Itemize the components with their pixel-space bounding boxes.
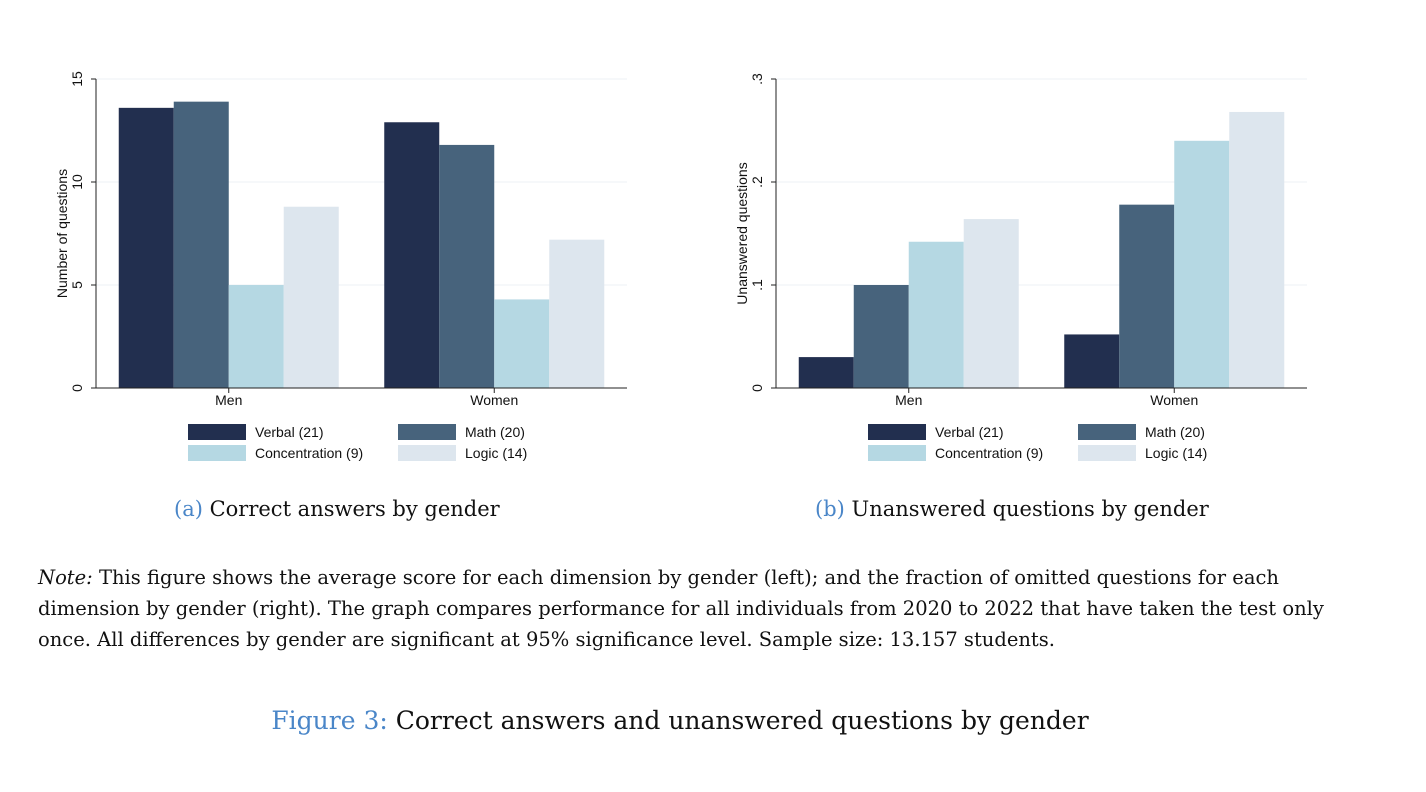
subcaption-b-label: (b) [815, 497, 845, 521]
chart-a-svg: 0 5 10 15 Number of questions Men Women Verbal … [54, 71, 627, 461]
figure-caption-text: Correct answers and unanswered questions… [395, 706, 1089, 735]
legend-label: Concentration (9) [935, 445, 1043, 461]
y-tick-label: .3 [749, 73, 765, 85]
legend-swatch [398, 424, 456, 440]
legend-label: Verbal (21) [935, 424, 1003, 440]
y-axis-label: Number of questions [54, 169, 70, 298]
legend-label: Logic (14) [465, 445, 527, 461]
figure-caption: Figure 3: Correct answers and unanswered… [0, 706, 1360, 735]
note-prefix: Note: [38, 566, 93, 589]
bar [1064, 334, 1120, 388]
x-tick-label: Women [1150, 392, 1198, 408]
y-tick-label: .1 [749, 279, 765, 291]
note-text: This figure shows the average score for … [38, 566, 1324, 651]
y-tick-label: 10 [69, 174, 85, 190]
chart-a: 0 5 10 15 Number of questions Men Women Verbal … [0, 0, 680, 480]
legend-label: Logic (14) [1145, 445, 1207, 461]
x-tick-label: Men [895, 392, 922, 408]
legend-swatch [188, 424, 246, 440]
figure-caption-label: Figure 3: [271, 706, 388, 735]
legend-label: Concentration (9) [255, 445, 363, 461]
subcaption-a-label: (a) [174, 497, 203, 521]
x-tick-label: Women [470, 392, 518, 408]
bar [283, 206, 339, 388]
y-tick-label: 0 [69, 384, 85, 392]
bar [1174, 140, 1230, 388]
bar [118, 107, 174, 388]
bar [963, 219, 1019, 388]
bar [439, 144, 495, 388]
subcaption-a-text: Correct answers by gender [209, 497, 500, 521]
bar [228, 285, 284, 388]
legend-label: Math (20) [1145, 424, 1205, 440]
bar [549, 239, 605, 388]
x-tick-label: Men [215, 392, 242, 408]
legend-swatch [868, 424, 926, 440]
y-tick-label: .2 [749, 176, 765, 188]
y-axis-label: Unanswered questions [734, 162, 750, 304]
bar [908, 241, 964, 388]
y-tick-label: 0 [749, 384, 765, 392]
legend-label: Verbal (21) [255, 424, 323, 440]
subcaption-a: (a) Correct answers by gender [174, 497, 500, 521]
legend-swatch [188, 445, 246, 461]
bar [173, 101, 229, 388]
bar [1229, 111, 1285, 389]
legend-swatch [1078, 445, 1136, 461]
bar [494, 299, 550, 388]
y-tick-label: 15 [69, 71, 85, 87]
subcaption-b-text: Unanswered questions by gender [851, 497, 1209, 521]
bar [798, 357, 854, 388]
legend-swatch [1078, 424, 1136, 440]
figure-note: Note: This figure shows the average scor… [38, 562, 1338, 655]
y-tick-label: 5 [69, 281, 85, 289]
legend-swatch [398, 445, 456, 461]
chart-b-svg: 0 .1 .2 .3 Unanswered questions Men Women Verba… [734, 73, 1307, 461]
legend-swatch [868, 445, 926, 461]
bar [384, 122, 440, 388]
chart-b: 0 .1 .2 .3 Unanswered questions Men Women Verba… [680, 0, 1360, 480]
subcaption-b: (b) Unanswered questions by gender [815, 497, 1209, 521]
bar [1119, 204, 1175, 388]
bar [853, 285, 909, 388]
legend-label: Math (20) [465, 424, 525, 440]
